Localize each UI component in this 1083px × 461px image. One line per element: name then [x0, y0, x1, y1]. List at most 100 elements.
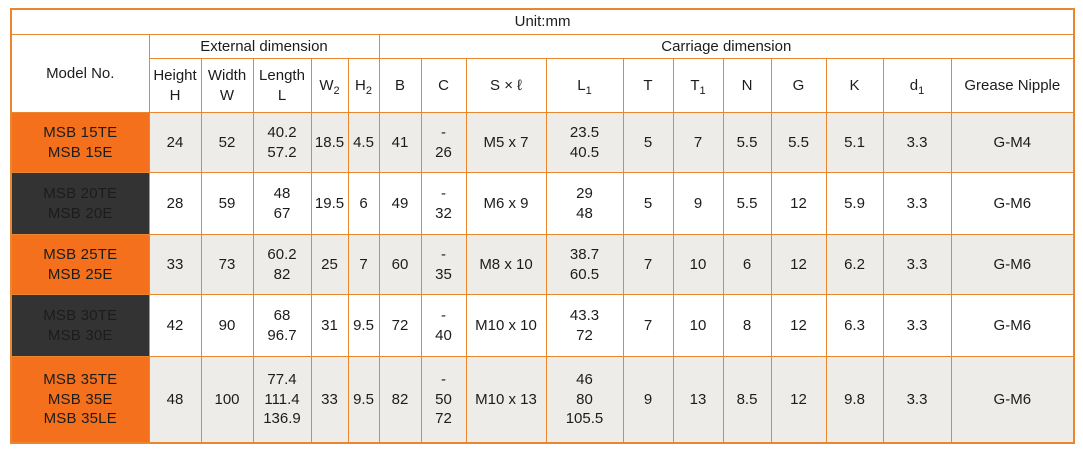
data-cell: 4.5 [347, 112, 380, 173]
data-cell: 5.5 [722, 172, 772, 235]
data-cell: 12 [770, 172, 827, 235]
data-cell: - 40 [420, 294, 467, 357]
data-cell: 18.5 [310, 112, 349, 173]
data-cell: 46 80 105.5 [545, 356, 624, 443]
data-cell: 3.3 [882, 356, 952, 443]
col-header-g: G [770, 58, 827, 113]
data-cell: 5 [622, 112, 674, 173]
data-cell: 3.3 [882, 234, 952, 295]
data-cell: 72 [378, 294, 422, 357]
data-cell: 60.2 82 [252, 234, 312, 295]
col-header-b: B [378, 58, 422, 113]
data-cell: 9.5 [347, 294, 380, 357]
data-cell: 6 [347, 172, 380, 235]
model-no-header: Model No. [10, 33, 150, 113]
data-cell: 13 [672, 356, 724, 443]
col-header-height-h: Height H [148, 58, 202, 113]
data-cell: G-M6 [950, 356, 1075, 443]
data-cell: 52 [200, 112, 254, 173]
data-cell: 12 [770, 294, 827, 357]
data-cell: 42 [148, 294, 202, 357]
table-row-msb35: MSB 35TE MSB 35E MSB 35LE 48 100 77.4 11… [10, 356, 1075, 443]
data-cell: 25 [310, 234, 349, 295]
data-cell: 8.5 [722, 356, 772, 443]
data-cell: 33 [148, 234, 202, 295]
data-cell: - 50 72 [420, 356, 467, 443]
data-cell: M8 x 10 [465, 234, 547, 295]
model-cell: MSB 20TE MSB 20E [10, 172, 150, 235]
data-cell: 73 [200, 234, 254, 295]
data-cell: 23.5 40.5 [545, 112, 624, 173]
model-cell: MSB 30TE MSB 30E [10, 294, 150, 357]
model-cell: MSB 25TE MSB 25E [10, 234, 150, 295]
col-header-width-w: Width W [200, 58, 254, 113]
data-cell: 9.8 [825, 356, 884, 443]
model-cell: MSB 35TE MSB 35E MSB 35LE [10, 356, 150, 443]
data-cell: 9 [672, 172, 724, 235]
data-cell: M6 x 9 [465, 172, 547, 235]
data-cell: 48 67 [252, 172, 312, 235]
data-cell: 7 [347, 234, 380, 295]
data-cell: 9.5 [347, 356, 380, 443]
data-cell: 48 [148, 356, 202, 443]
data-cell: - 35 [420, 234, 467, 295]
data-cell: - 32 [420, 172, 467, 235]
data-cell: M10 x 10 [465, 294, 547, 357]
table-row-msb15: MSB 15TE MSB 15E 24 52 40.2 57.2 18.5 4.… [10, 112, 1075, 173]
col-header-length-l: Length L [252, 58, 312, 113]
data-cell: 7 [672, 112, 724, 173]
data-cell: 6.2 [825, 234, 884, 295]
col-header-c: C [420, 58, 467, 113]
table-row-msb20: MSB 20TE MSB 20E 28 59 48 67 19.5 6 49 -… [10, 172, 1075, 235]
col-header-d1: d1 [882, 58, 952, 113]
data-cell: 5.5 [722, 112, 772, 173]
table-row-msb25: MSB 25TE MSB 25E 33 73 60.2 82 25 7 60 -… [10, 234, 1075, 295]
data-cell: 5.9 [825, 172, 884, 235]
col-header-h2: H2 [347, 58, 380, 113]
group-header-carriage: Carriage dimension [378, 33, 1075, 59]
data-cell: 5 [622, 172, 674, 235]
data-cell: G-M6 [950, 172, 1075, 235]
data-cell: 3.3 [882, 294, 952, 357]
col-header-k: K [825, 58, 884, 113]
data-cell: 3.3 [882, 112, 952, 173]
data-cell: 3.3 [882, 172, 952, 235]
data-cell: 68 96.7 [252, 294, 312, 357]
data-cell: 38.7 60.5 [545, 234, 624, 295]
data-cell: 6 [722, 234, 772, 295]
data-cell: 12 [770, 356, 827, 443]
data-cell: 5.5 [770, 112, 827, 173]
data-cell: 43.3 72 [545, 294, 624, 357]
data-cell: 29 48 [545, 172, 624, 235]
data-cell: 7 [622, 294, 674, 357]
data-cell: 33 [310, 356, 349, 443]
data-cell: - 26 [420, 112, 467, 173]
col-header-t1: T1 [672, 58, 724, 113]
data-cell: 8 [722, 294, 772, 357]
data-cell: 10 [672, 234, 724, 295]
col-header-n: N [722, 58, 772, 113]
data-cell: 40.2 57.2 [252, 112, 312, 173]
data-cell: 7 [622, 234, 674, 295]
data-cell: 59 [200, 172, 254, 235]
data-cell: 5.1 [825, 112, 884, 173]
data-cell: 6.3 [825, 294, 884, 357]
col-header-grease-nipple: Grease Nipple [950, 58, 1075, 113]
data-cell: 10 [672, 294, 724, 357]
data-cell: 41 [378, 112, 422, 173]
group-header-external: External dimension [148, 33, 380, 59]
col-header-l1: L1 [545, 58, 624, 113]
unit-label: Unit:mm [10, 8, 1075, 35]
data-cell: 28 [148, 172, 202, 235]
col-header-w2: W2 [310, 58, 349, 113]
data-cell: G-M6 [950, 294, 1075, 357]
data-cell: 9 [622, 356, 674, 443]
data-cell: M10 x 13 [465, 356, 547, 443]
data-cell: G-M6 [950, 234, 1075, 295]
data-cell: M5 x 7 [465, 112, 547, 173]
col-header-s-l: S × ℓ [465, 58, 547, 113]
data-cell: 12 [770, 234, 827, 295]
data-cell: 31 [310, 294, 349, 357]
data-cell: 49 [378, 172, 422, 235]
